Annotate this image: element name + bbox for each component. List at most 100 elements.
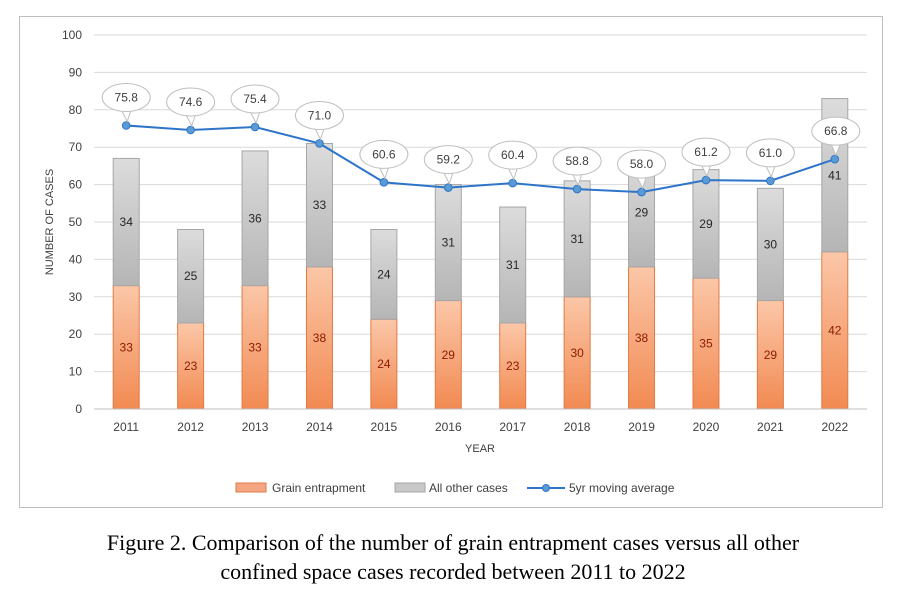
- callout-bubble: [811, 116, 861, 146]
- moving-average-point: [315, 139, 324, 148]
- y-tick-label: 10: [69, 365, 83, 379]
- callout-label: 61.0: [759, 146, 783, 160]
- bar-label-grain-entrapment: 24: [377, 357, 391, 371]
- bar-label-all-other-cases: 31: [506, 258, 520, 272]
- moving-average-polyline: [126, 124, 836, 194]
- legend-label-grain-entrapment: Grain entrapment: [272, 481, 366, 495]
- bar-label-grain-entrapment: 23: [506, 359, 520, 373]
- chart-canvas: 0 10 20 30 40 50 60 70 80 90 100 33 34 23 25 33 36 38 33 2…: [44, 28, 867, 495]
- bar-label-all-other-cases: 31: [442, 236, 456, 250]
- callout: 60.6: [359, 139, 409, 180]
- legend-swatch-all-other-cases: [394, 482, 426, 493]
- chart-frame: 0 10 20 30 40 50 60 70 80 90 100 33 34 23 25 33 36 38 33 2…: [19, 16, 883, 508]
- y-tick-label: 60: [69, 178, 83, 192]
- caption-line-1: Figure 2. Comparison of the number of gr…: [106, 530, 800, 555]
- bar-grain-entrapment: [370, 318, 398, 410]
- x-tick-label: 2017: [499, 420, 526, 434]
- callout: 58.8: [552, 146, 602, 187]
- bar-grain-entrapment: [305, 266, 333, 410]
- x-tick-label: 2019: [628, 420, 655, 434]
- callout-joint: [314, 125, 325, 129]
- moving-average-point: [572, 184, 582, 194]
- callout-label: 60.4: [501, 148, 525, 162]
- bar-label-grain-entrapment: 29: [442, 348, 456, 362]
- callout: 61.0: [745, 138, 795, 179]
- bar-all-other-cases: [177, 228, 205, 324]
- x-tick-label: 2012: [177, 420, 204, 434]
- figure-caption: Figure 2. Comparison of the number of gr…: [0, 528, 906, 586]
- y-tick-label: 50: [69, 215, 83, 229]
- bar-label-all-other-cases: 25: [184, 269, 198, 283]
- callout-bubble: [681, 137, 731, 167]
- bars: 33 34 23 25 33 36 38 33 24 24 29 31 23 31 30 31 38 29 35 29…: [112, 98, 849, 410]
- bar-all-other-cases: [563, 180, 591, 298]
- caption-line-2: confined space cases recorded between 20…: [220, 559, 686, 584]
- y-tick-label: 20: [69, 327, 83, 341]
- callout-bubble: [101, 83, 151, 113]
- callout-bubble: [166, 87, 216, 117]
- y-tick-label: 70: [69, 140, 83, 154]
- callout-joint: [636, 174, 647, 178]
- x-axis-title: YEAR: [465, 443, 495, 455]
- callout-label: 75.4: [243, 92, 267, 106]
- bar-label-grain-entrapment: 33: [120, 340, 134, 354]
- callout-label: 71.0: [308, 108, 332, 122]
- callout: 71.0: [294, 100, 344, 141]
- y-tick-label: 80: [69, 103, 83, 117]
- callout-label: 66.8: [824, 124, 848, 138]
- bar-grain-entrapment: [241, 285, 269, 410]
- bar-all-other-cases: [241, 150, 269, 287]
- x-tick-label: 2022: [821, 420, 848, 434]
- callout-label: 60.6: [372, 147, 396, 161]
- bar-label-all-other-cases: 24: [377, 267, 391, 281]
- bar-label-all-other-cases: 41: [828, 168, 842, 182]
- y-axis-title: NUMBER OF CASES: [44, 169, 56, 275]
- bar-label-all-other-cases: 36: [248, 211, 262, 225]
- callout-bubble: [423, 145, 473, 175]
- callout-joint: [185, 111, 196, 115]
- bar-label-grain-entrapment: 23: [184, 359, 198, 373]
- x-axis-ticks: 2011 2012 2013 2014 2015 2016 2017 2018 2019 2020…: [113, 420, 848, 434]
- bar-all-other-cases: [370, 228, 398, 320]
- callout-label: 59.2: [437, 153, 461, 167]
- callout-joint: [443, 169, 454, 173]
- y-tick-label: 0: [75, 402, 82, 416]
- x-tick-label: 2015: [371, 420, 398, 434]
- bar-all-other-cases: [112, 157, 140, 287]
- x-tick-label: 2021: [757, 420, 784, 434]
- x-tick-label: 2018: [564, 420, 591, 434]
- legend-swatch-grain-entrapment: [235, 482, 267, 493]
- moving-average-point: [250, 122, 260, 132]
- callout-joint: [507, 165, 518, 169]
- callout-bubble: [230, 84, 280, 114]
- y-tick-label: 100: [62, 28, 82, 42]
- bar-all-other-cases: [434, 184, 462, 302]
- callout: 74.6: [166, 87, 216, 128]
- bar-label-all-other-cases: 29: [635, 206, 649, 220]
- callout-label: 75.8: [115, 91, 139, 105]
- callout-label: 58.0: [630, 157, 654, 171]
- y-axis-ticks: 0 10 20 30 40 50 60 70 80 90 100: [62, 28, 82, 416]
- moving-average-point: [186, 125, 195, 135]
- y-tick-label: 30: [69, 290, 83, 304]
- callout-bubble: [745, 138, 795, 168]
- moving-average-point: [637, 187, 646, 197]
- bar-label-grain-entrapment: 38: [635, 331, 649, 345]
- bar-label-grain-entrapment: 30: [570, 346, 584, 360]
- bar-all-other-cases: [305, 142, 333, 268]
- gridlines: [94, 34, 867, 373]
- callout-joint: [765, 162, 776, 166]
- bar-label-grain-entrapment: 33: [248, 340, 262, 354]
- callout-bubble: [359, 139, 409, 169]
- callout: 66.8: [811, 116, 861, 157]
- callout-label: 58.8: [565, 154, 589, 168]
- moving-average-point: [443, 183, 453, 192]
- bar-label-grain-entrapment: 42: [828, 323, 842, 337]
- callout-bubble: [294, 100, 344, 130]
- x-tick-label: 2020: [693, 420, 720, 434]
- moving-average-point: [121, 121, 131, 130]
- callout-bubble: [617, 149, 667, 179]
- callout: 75.8: [101, 83, 151, 123]
- legend-marker-moving-average: [542, 484, 550, 492]
- callout-label: 61.2: [694, 145, 718, 159]
